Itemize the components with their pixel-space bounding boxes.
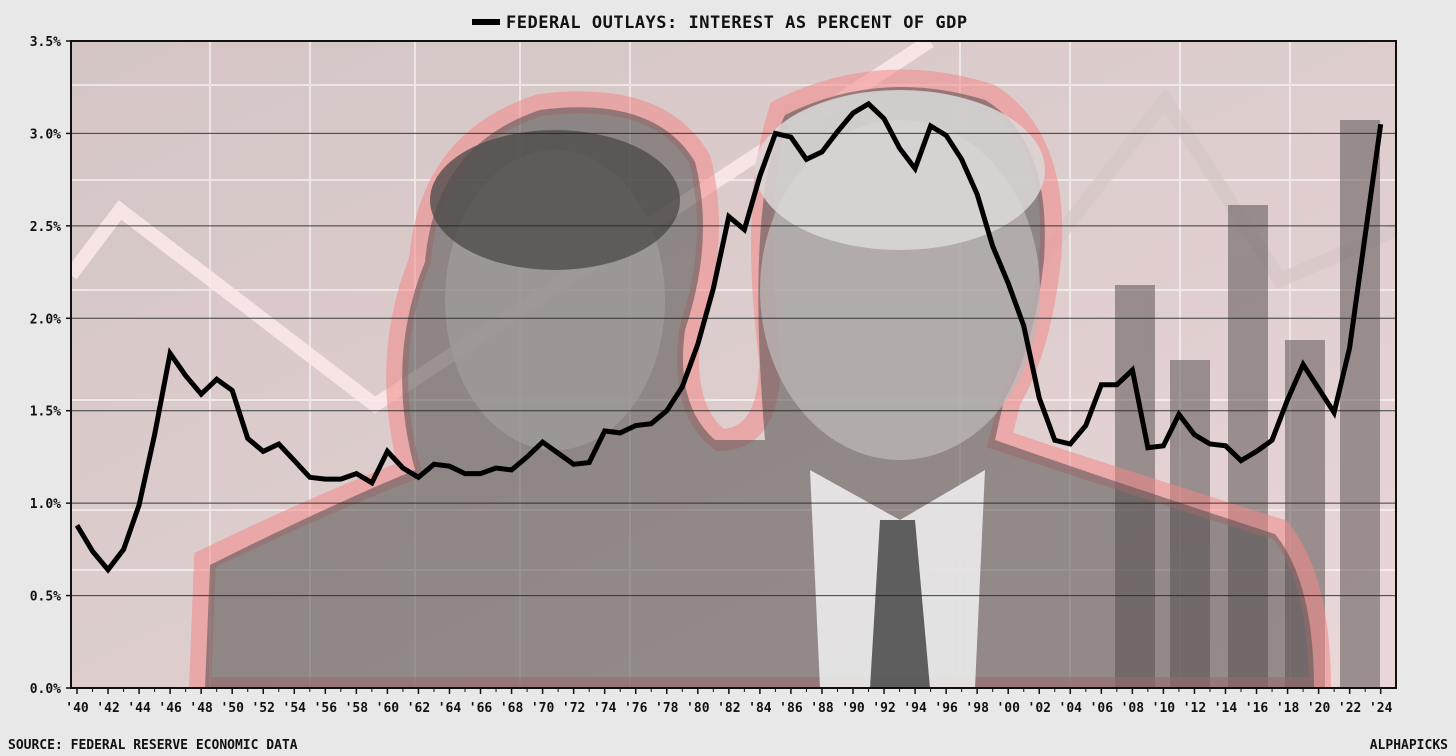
x-tick-label: '46: [158, 701, 182, 716]
y-tick-label: 0.5%: [30, 590, 61, 605]
y-tick-label: 2.5%: [30, 220, 61, 235]
x-tick-label: '10: [1152, 701, 1176, 716]
background-collage: [71, 41, 1396, 688]
plot-border: [70, 40, 1397, 689]
x-tick-label: '60: [376, 701, 400, 716]
x-tick-label: '92: [872, 701, 895, 716]
x-tick-label: '24: [1369, 701, 1393, 716]
x-axis: '40 '42 '44 '46 '48 '50 '52 '54 '56 '58 '60 '62 '64 '…: [65, 688, 1393, 716]
x-tick-label: '74: [593, 701, 617, 716]
x-tick-label: '64: [438, 701, 462, 716]
x-tick-label: '20: [1307, 701, 1331, 716]
y-tick-label: 3.5%: [30, 35, 61, 50]
x-tick-label: '94: [903, 701, 927, 716]
x-tick-label: '72: [562, 701, 585, 716]
y-tick-label: 3.0%: [30, 127, 61, 142]
x-tick-label: '82: [717, 701, 740, 716]
x-tick-label: '02: [1028, 701, 1051, 716]
x-tick-label: '90: [841, 701, 865, 716]
x-tick-label: '42: [96, 701, 119, 716]
x-tick-label: '70: [531, 701, 555, 716]
legend: FEDERAL OUTLAYS: INTEREST AS PERCENT OF …: [472, 13, 968, 33]
x-tick-label: '44: [127, 701, 151, 716]
y-axis: 0.0% 0.5% 1.0% 1.5% 2.0% 2.5% 3.0% 3.5%: [30, 35, 71, 697]
x-tick-label: '06: [1090, 701, 1114, 716]
brand-label: ALPHAPICKS: [1370, 738, 1448, 753]
x-tick-label: '00: [996, 701, 1020, 716]
series-layer: [74, 100, 1384, 574]
gridlines: [71, 132, 1396, 597]
x-tick-label: '50: [220, 701, 244, 716]
x-tick-label: '84: [748, 701, 772, 716]
x-tick-label: '58: [345, 701, 369, 716]
x-tick-label: '16: [1245, 701, 1269, 716]
y-tick-label: 2.0%: [30, 312, 61, 327]
x-tick-label: '76: [624, 701, 648, 716]
series-line: [74, 100, 1384, 574]
x-tick-label: '66: [469, 701, 493, 716]
x-tick-label: '68: [500, 701, 524, 716]
x-tick-label: '62: [407, 701, 430, 716]
x-tick-label: '18: [1276, 701, 1300, 716]
x-tick-label: '98: [965, 701, 989, 716]
x-tick-label: '88: [810, 701, 834, 716]
x-tick-label: '96: [934, 701, 958, 716]
x-tick-label: '54: [283, 701, 307, 716]
x-tick-label: '12: [1183, 701, 1206, 716]
x-tick-label: '78: [655, 701, 679, 716]
x-tick-label: '52: [251, 701, 274, 716]
y-tick-label: 1.5%: [30, 405, 61, 420]
source-note: SOURCE: FEDERAL RESERVE ECONOMIC DATA: [8, 738, 298, 753]
y-tick-label: 1.0%: [30, 497, 61, 512]
x-tick-label: '56: [314, 701, 338, 716]
x-tick-label: '40: [65, 701, 89, 716]
x-tick-label: '08: [1121, 701, 1145, 716]
x-tick-label: '48: [189, 701, 213, 716]
x-tick-label: '86: [779, 701, 803, 716]
x-tick-label: '14: [1214, 701, 1238, 716]
legend-label: FEDERAL OUTLAYS: INTEREST AS PERCENT OF …: [506, 13, 968, 33]
x-tick-label: '22: [1338, 701, 1361, 716]
x-tick-label: '80: [686, 701, 710, 716]
y-tick-label: 0.0%: [30, 682, 61, 697]
x-tick-label: '04: [1059, 701, 1083, 716]
